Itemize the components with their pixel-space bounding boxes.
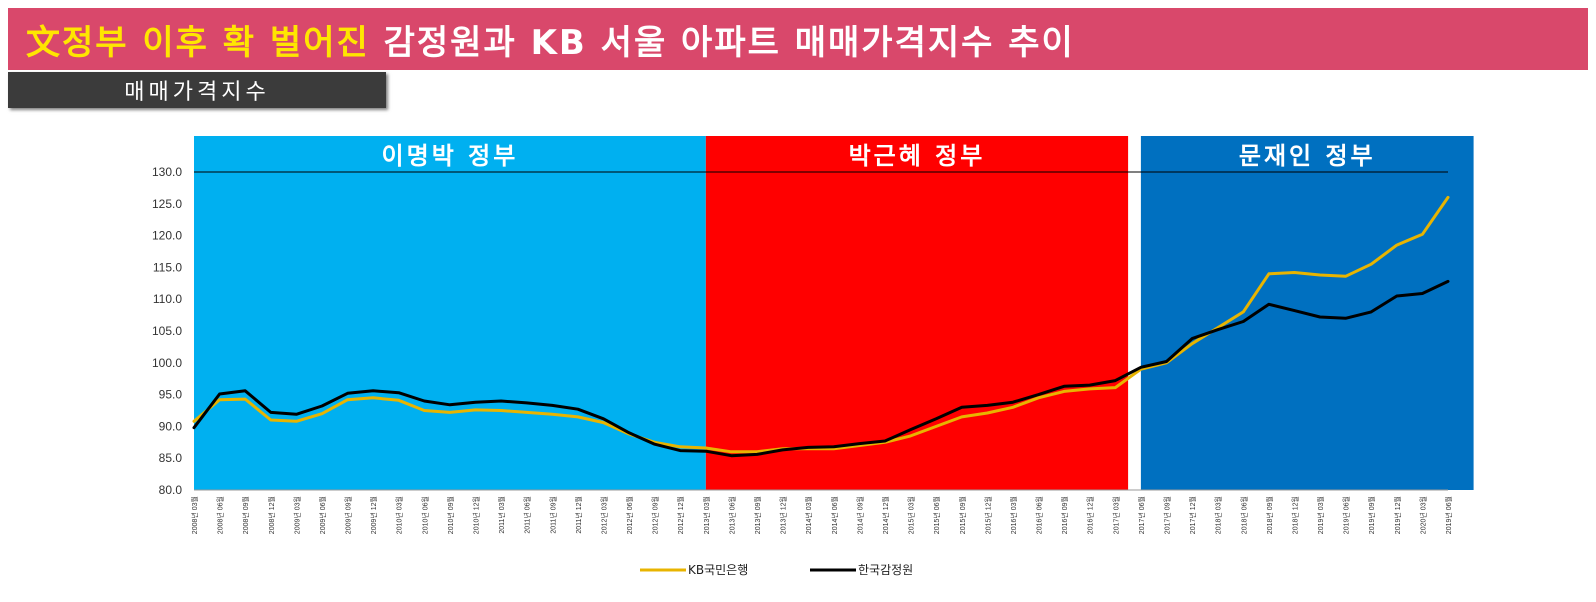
x-tick-label: 2019년 06월 [1342,496,1351,534]
x-tick-label: 2013년 12월 [779,496,788,534]
x-tick-label: 2016년 06월 [1035,496,1044,534]
x-tick-label: 2009년 09월 [344,496,353,534]
x-tick-label: 2019년 06월 [1444,496,1453,534]
legend-label: KB국민은행 [688,562,748,577]
y-tick-label: 95.0 [159,388,183,402]
legend: KB국민은행 한국감정원 [640,562,913,577]
subtitle-label: 매매가격지수 [8,72,386,108]
y-tick-label: 90.0 [159,419,183,433]
era-band [194,136,706,490]
series-lines [192,195,1450,458]
x-tick-label: 2017년 12월 [1188,496,1197,534]
x-tick-label: 2008년 06월 [216,496,225,534]
x-tick-label: 2008년 09월 [241,496,250,534]
y-tick-label: 105.0 [152,324,182,338]
x-tick-label: 2010년 09월 [446,496,455,534]
x-tick-label: 2019년 03월 [1316,496,1325,534]
x-tick-label: 2015년 12월 [983,496,992,534]
x-tick-label: 2010년 12월 [472,496,481,534]
x-tick-label: 2015년 06월 [932,496,941,534]
series-line-1 [192,279,1450,458]
x-tick-label: 2016년 03월 [1009,496,1018,534]
x-tick-label: 2018년 03월 [1214,496,1223,534]
x-tick-label: 2009년 12월 [369,496,378,534]
x-tick-label: 2018년 12월 [1290,496,1299,534]
x-tick-label: 2014년 06월 [830,496,839,534]
x-tick-label: 2012년 06월 [625,496,634,534]
title-rest: 감정원과 KB 서울 아파트 매매가격지수 추이 [383,22,1075,63]
era-bands: 이명박 정부 박근혜 정부 문재인 정부 [194,136,1474,491]
x-tick-label: 2008년 03월 [190,496,199,534]
x-tick-label: 2012년 09월 [651,496,660,534]
y-tick-label: 80.0 [159,483,183,497]
x-tick-label: 2011년 06월 [523,496,532,534]
era-label: 박근혜 정부 [849,142,986,170]
y-tick-label: 85.0 [159,451,183,465]
page-title: 文정부 이후 확 벌어진 감정원과 KB 서울 아파트 매매가격지수 추이 [26,15,1075,64]
y-tick-label: 130.0 [152,165,182,179]
era-band [705,136,1129,490]
x-tick-label: 2009년 03월 [292,496,301,534]
x-tick-label: 2018년 06월 [1239,496,1248,534]
x-tick-label: 2011년 12월 [574,496,583,534]
x-tick-label: 2016년 12월 [1086,496,1095,534]
x-tick-label: 2018년 09월 [1265,496,1274,534]
x-tick-label: 2017년 06월 [1137,496,1146,534]
x-axis: 2008년 03월 2008년 06월 2008년 09월 2008년 12월 2009… [190,496,1453,534]
x-tick-label: 2014년 09월 [855,496,864,534]
x-tick-label: 2019년 09월 [1367,496,1376,534]
y-axis: 80.0 85.0 90.0 95.0 100.0 105.0 110.0 115.0 120.… [152,165,182,497]
y-tick-label: 115.0 [153,260,182,274]
x-tick-label: 2019년 12월 [1393,496,1402,534]
x-tick-label: 2013년 03월 [702,496,711,534]
x-tick-label: 2014년 12월 [881,496,890,534]
era-label: 이명박 정부 [382,142,519,170]
x-tick-label: 2020년 03월 [1418,496,1427,534]
x-tick-label: 2008년 12월 [267,496,276,534]
title-highlight: 文정부 이후 확 벌어진 [26,22,370,63]
legend-label: 한국감정원 [858,563,913,577]
y-tick-label: 125.0 [152,197,182,211]
x-tick-label: 2015년 03월 [907,496,916,534]
x-tick-label: 2010년 06월 [420,496,429,534]
x-tick-label: 2012년 03월 [599,496,608,534]
series-line-0 [192,195,1450,454]
title-bar: 文정부 이후 확 벌어진 감정원과 KB 서울 아파트 매매가격지수 추이 [8,8,1588,70]
x-tick-label: 2017년 03월 [1111,496,1120,534]
x-tick-label: 2016년 09월 [1060,496,1069,534]
x-tick-label: 2011년 09월 [548,496,557,534]
x-tick-label: 2014년 03월 [804,496,813,534]
x-tick-label: 2009년 06월 [318,496,327,534]
y-tick-label: 100.0 [152,356,182,370]
era-label: 문재인 정부 [1239,142,1376,170]
x-tick-label: 2015년 09월 [958,496,967,534]
x-tick-label: 2011년 03월 [497,496,506,534]
x-tick-label: 2012년 12월 [676,496,685,534]
x-tick-label: 2010년 03월 [395,496,404,534]
y-tick-label: 110.0 [153,292,182,306]
x-tick-label: 2013년 09월 [753,496,762,534]
x-tick-label: 2017년 09월 [1162,496,1171,534]
y-tick-label: 120.0 [152,229,182,243]
x-tick-label: 2013년 06월 [727,496,736,534]
